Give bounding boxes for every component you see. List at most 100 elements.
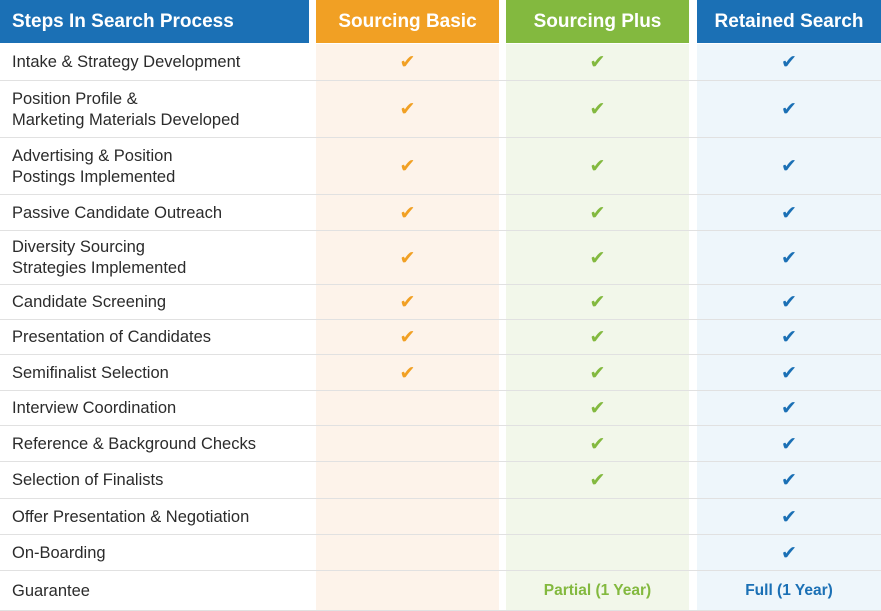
step-label: Candidate Screening	[12, 293, 167, 311]
header-steps: Steps In Search Process	[0, 0, 309, 43]
step-label: Interview Coordination	[12, 399, 177, 417]
cell-basic	[316, 499, 499, 535]
table-row: Position Profile & Marketing Materials De…	[0, 81, 881, 138]
cell-plus: ✔	[506, 320, 689, 355]
cell-retained: ✔	[697, 391, 881, 426]
cell-retained: ✔	[697, 285, 881, 320]
check-mark-icon: ✔	[399, 247, 416, 269]
check-mark-icon: ✔	[781, 470, 797, 491]
cell-plus: ✔	[506, 391, 689, 426]
cell-retained: ✔	[697, 320, 881, 355]
table-row: Reference & Background Checks ✔ ✔	[0, 426, 881, 462]
step-label: Reference & Background Checks	[12, 434, 256, 453]
table-row: Interview Coordination ✔ ✔	[0, 391, 881, 426]
check-mark-icon: ✔	[781, 292, 797, 313]
table-row: Intake & Strategy Development ✔ ✔ ✔	[0, 44, 881, 81]
check-mark-icon: ✔	[399, 362, 416, 384]
check-mark-icon: ✔	[781, 398, 797, 419]
table-row: On-Boarding ✔	[0, 535, 881, 571]
row-divider	[0, 137, 881, 138]
header-sourcing-basic: Sourcing Basic	[316, 0, 499, 43]
cell-retained: ✔	[697, 81, 881, 138]
check-mark-icon: ✔	[399, 99, 416, 120]
cell-basic	[316, 426, 499, 462]
guarantee-plus: Partial (1 Year)	[506, 571, 689, 611]
guarantee-basic	[316, 571, 499, 611]
guarantee-row: Guarantee Partial (1 Year) Full (1 Year)	[0, 571, 881, 611]
check-mark-icon: ✔	[399, 327, 416, 348]
row-divider	[0, 570, 881, 571]
row-divider	[0, 284, 881, 285]
cell-basic: ✔	[316, 355, 499, 391]
step-label: Advertising & Position Postings Implement…	[12, 146, 176, 186]
table-row: Presentation of Candidates ✔ ✔ ✔	[0, 320, 881, 355]
cell-plus: ✔	[506, 426, 689, 462]
step-label: Diversity Sourcing Strategies Implemented	[12, 238, 187, 277]
guarantee-label: Guarantee	[12, 581, 90, 600]
step-label: Position Profile & Marketing Materials De…	[12, 89, 240, 129]
step-label: On-Boarding	[12, 543, 106, 562]
cell-plus: ✔	[506, 462, 689, 499]
table-row: Selection of Finalists ✔ ✔	[0, 462, 881, 499]
cell-plus: ✔	[506, 44, 689, 81]
check-mark-icon: ✔	[781, 433, 797, 455]
row-divider	[0, 354, 881, 355]
step-label: Selection of Finalists	[12, 471, 164, 489]
table-row: Candidate Screening ✔ ✔ ✔	[0, 285, 881, 320]
cell-basic	[316, 535, 499, 571]
column-background-sourcing-basic	[316, 44, 499, 611]
table-row: Offer Presentation & Negotiation ✔	[0, 499, 881, 535]
step-label: Intake & Strategy Development	[12, 53, 241, 71]
row-divider	[0, 80, 881, 81]
cell-basic: ✔	[316, 138, 499, 195]
row-divider	[0, 230, 881, 231]
cell-basic	[316, 391, 499, 426]
check-mark-icon: ✔	[399, 156, 416, 177]
cell-basic	[316, 462, 499, 499]
check-mark-icon: ✔	[781, 506, 797, 528]
check-mark-icon: ✔	[589, 52, 606, 73]
check-mark-icon: ✔	[781, 362, 797, 384]
check-mark-icon: ✔	[781, 327, 797, 348]
step-label: Passive Candidate Outreach	[12, 203, 223, 222]
check-mark-icon: ✔	[781, 156, 797, 177]
cell-retained: ✔	[697, 426, 881, 462]
table-row: Diversity Sourcing Strategies Implemented…	[0, 231, 881, 285]
check-mark-icon: ✔	[781, 247, 797, 269]
check-mark-icon: ✔	[781, 99, 797, 120]
check-mark-icon: ✔	[781, 542, 797, 564]
cell-basic: ✔	[316, 285, 499, 320]
cell-plus: ✔	[506, 138, 689, 195]
step-label: Offer Presentation & Negotiation	[12, 507, 250, 526]
table-row: Passive Candidate Outreach ✔ ✔ ✔	[0, 195, 881, 231]
check-mark-icon: ✔	[589, 247, 606, 269]
check-mark-icon: ✔	[399, 202, 416, 224]
header-retained-search: Retained Search	[697, 0, 881, 43]
check-mark-icon: ✔	[399, 52, 416, 73]
cell-plus: ✔	[506, 231, 689, 285]
column-background-retained-search	[697, 44, 881, 611]
cell-plus	[506, 535, 689, 571]
table-row: Advertising & Position Postings Implement…	[0, 138, 881, 195]
check-mark-icon: ✔	[589, 433, 606, 455]
row-divider	[0, 498, 881, 499]
cell-retained: ✔	[697, 231, 881, 285]
cell-retained: ✔	[697, 138, 881, 195]
row-divider	[0, 461, 881, 462]
check-mark-icon: ✔	[781, 52, 797, 73]
cell-retained: ✔	[697, 355, 881, 391]
cell-basic: ✔	[316, 44, 499, 81]
check-mark-icon: ✔	[589, 202, 606, 224]
cell-plus: ✔	[506, 195, 689, 231]
column-background-sourcing-plus	[506, 44, 689, 611]
guarantee-plus-text: Partial (1 Year)	[543, 582, 652, 599]
cell-retained: ✔	[697, 535, 881, 571]
check-mark-icon: ✔	[589, 327, 606, 348]
cell-basic: ✔	[316, 195, 499, 231]
cell-plus: ✔	[506, 355, 689, 391]
cell-retained: ✔	[697, 195, 881, 231]
check-mark-icon: ✔	[589, 156, 606, 177]
cell-retained: ✔	[697, 462, 881, 499]
cell-plus: ✔	[506, 285, 689, 320]
